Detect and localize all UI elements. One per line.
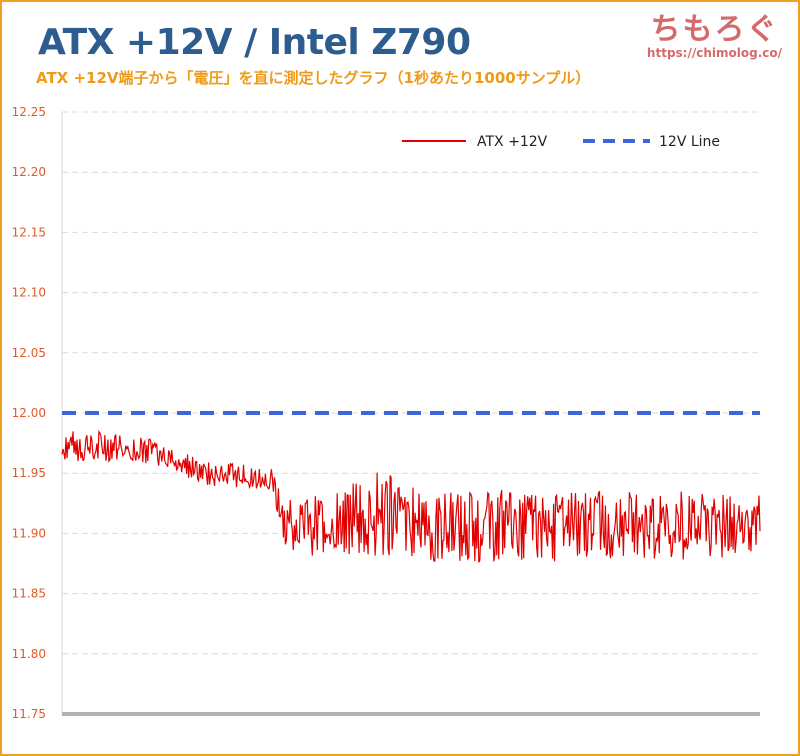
y-tick-label: 12.20	[12, 165, 46, 179]
logo-url: https://chimolog.co/	[646, 46, 782, 60]
y-tick-label: 11.95	[12, 466, 46, 480]
legend-atx-label: ATX +12V	[477, 134, 548, 150]
legend: ATX +12V 12V Line	[402, 134, 720, 150]
y-tick-label: 12.05	[12, 346, 46, 360]
y-tick-label: 11.75	[12, 707, 46, 721]
series-atx-12v-line	[61, 429, 761, 563]
y-tick-label: 11.85	[12, 587, 46, 601]
y-tick-label: 12.25	[12, 105, 46, 119]
logo-text: ちもろぐ	[650, 12, 779, 47]
chart-title: ATX +12V / Intel Z790	[38, 22, 471, 63]
y-tick-label: 12.00	[12, 406, 46, 420]
y-tick-label: 12.15	[12, 225, 46, 239]
y-tick-label: 11.80	[12, 647, 46, 661]
y-tick-label: 12.10	[12, 286, 46, 300]
y-axis-ticks: 12.25 12.20 12.15 12.10 12.05 12.00 11.95 11.90…	[12, 105, 46, 721]
site-logo: ちもろぐ https://chimolog.co/	[647, 4, 782, 60]
series-layer	[61, 411, 761, 563]
chart-subtitle: ATX +12V端子から「電圧」を直に測定したグラフ（1秒あたり1000サンプル…	[36, 69, 591, 87]
legend-12v-label: 12V Line	[659, 134, 720, 150]
y-tick-label: 11.90	[12, 526, 46, 540]
